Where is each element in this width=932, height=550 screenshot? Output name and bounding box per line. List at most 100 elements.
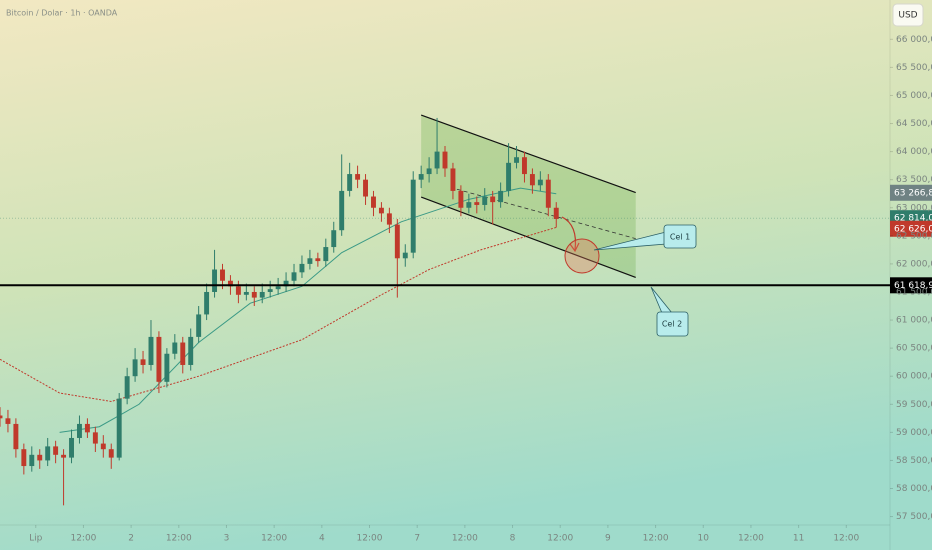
y-tick-label: 61 500,0 [896, 287, 932, 297]
y-tick-label: 58 500,0 [896, 456, 932, 466]
candle-body [243, 291, 249, 295]
candle-body [180, 342, 186, 365]
ma-layer [0, 187, 557, 433]
channel-upper [420, 114, 636, 194]
candle-body [61, 454, 67, 458]
target-arrow [561, 216, 577, 251]
price-label-box [890, 220, 932, 237]
candle-layer [0, 117, 559, 506]
x-tick-label: 7 [414, 534, 420, 544]
y-tick-label: 59 500,0 [896, 400, 932, 410]
x-tick-label: Lip [29, 534, 43, 544]
candle-body [378, 207, 384, 214]
candle-body [45, 446, 51, 461]
candle-body [164, 353, 170, 382]
candle-body [442, 151, 448, 169]
candle-body [235, 286, 241, 295]
candle-body [100, 443, 106, 450]
candle-body [347, 174, 353, 191]
candle-body [188, 336, 194, 365]
candle-body [267, 289, 273, 292]
candle-body [108, 449, 114, 458]
y-tick-label: 62 500,0 [896, 231, 932, 241]
y-tick-label: 63 500,0 [896, 175, 932, 185]
candle-body [386, 213, 392, 225]
candle-body [21, 449, 27, 467]
candle-body [69, 437, 74, 458]
candle-body [291, 272, 297, 281]
y-tick-label: 58 000,0 [896, 484, 932, 494]
x-tick-label: 12:00 [643, 534, 669, 544]
candle-body [545, 179, 551, 208]
candle-body [490, 196, 496, 203]
callout-text: Cel 1 [670, 233, 690, 242]
candle-body [426, 168, 432, 175]
candle-body [227, 280, 233, 287]
candle-body [529, 174, 535, 186]
price-label: 62 814,0 [894, 214, 932, 224]
y-tick-label: 65 000,0 [896, 91, 932, 101]
chart-title: Bitcoin / Dolar · 1h · OANDA [6, 9, 118, 18]
candle-body [307, 258, 313, 264]
candle-body [458, 190, 464, 208]
candle-body [172, 342, 178, 354]
candle-body [13, 423, 19, 450]
currency-label[interactable]: USD [898, 11, 917, 21]
candle-body [418, 174, 424, 180]
candle-body [196, 314, 202, 337]
candle-body [450, 168, 456, 191]
currency-button[interactable] [892, 3, 924, 27]
price-label-box [890, 277, 932, 294]
y-tick-label: 57 500,0 [896, 512, 932, 522]
candle-body [92, 432, 98, 444]
candle-body [410, 179, 416, 253]
candle-body [371, 196, 376, 208]
candle-body [522, 157, 527, 175]
candle-body [394, 224, 400, 259]
candle-body [434, 151, 440, 169]
x-tick-label: 12:00 [357, 534, 383, 544]
candle-body [355, 174, 361, 180]
y-tick-label: 60 500,0 [896, 344, 932, 354]
candle-body [0, 415, 3, 419]
candle-body [514, 157, 519, 163]
candle-body [315, 258, 321, 262]
candle-body [553, 207, 559, 219]
target-arrowhead [569, 242, 580, 253]
candle-body [148, 336, 154, 365]
x-tick-label: 10 [698, 534, 710, 544]
y-tick-label: 66 000,0 [896, 35, 932, 45]
moving-average [0, 226, 557, 402]
x-tick-label: 9 [605, 534, 611, 544]
candle-body [259, 291, 265, 298]
candle-body [283, 280, 289, 287]
price-label-box [890, 184, 932, 201]
candle-body [204, 291, 210, 315]
y-tick-label: 63 000,0 [896, 203, 932, 213]
y-tick-label: 60 000,0 [896, 372, 932, 382]
callout-box [663, 224, 697, 249]
candle-body [124, 376, 130, 399]
candle-body [474, 202, 480, 205]
target-circle [564, 238, 600, 274]
level-layer: 61 618,963 266,862 814,032:2162 626,0 [0, 184, 932, 294]
y-tick-label: 62 000,0 [896, 259, 932, 269]
candle-body [53, 446, 59, 455]
x-tick-label: 11 [793, 534, 804, 544]
x-tick-label: 2 [128, 534, 134, 544]
x-tick-label: 12:00 [166, 534, 192, 544]
candle-body [220, 269, 225, 281]
x-tick-label: 4 [319, 534, 325, 544]
y-tick-label: 65 500,0 [896, 63, 932, 73]
callout-text: Cel 2 [662, 320, 682, 329]
candle-body [299, 263, 305, 273]
candle-body [466, 202, 472, 208]
candle-body [251, 291, 257, 298]
candle-body [116, 398, 122, 458]
y-tick-label: 64 000,0 [896, 147, 932, 157]
candle-body [537, 179, 543, 186]
candle-body [156, 336, 162, 382]
